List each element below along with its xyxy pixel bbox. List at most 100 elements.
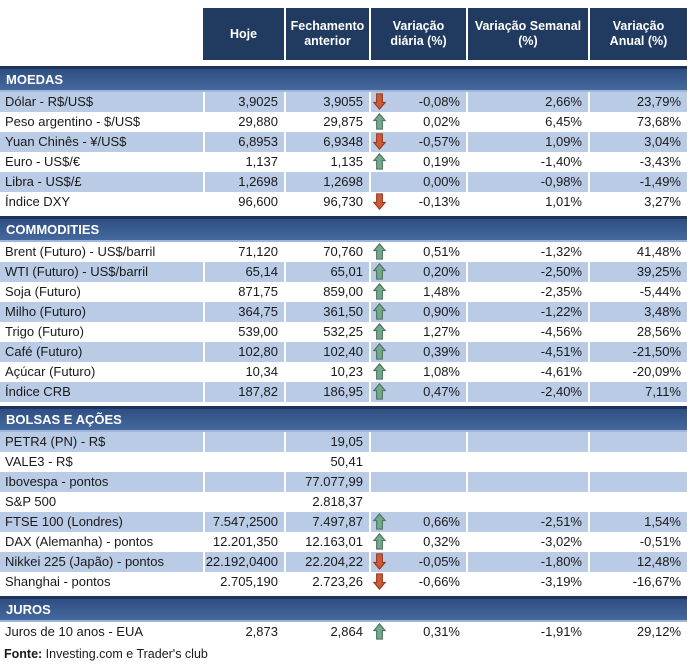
cell-fechamento-anterior: 102,40 — [284, 342, 369, 362]
table-row: Índice DXY 96,600 96,730 -0,13% 1,01% 3,27% — [0, 192, 687, 212]
cell-hoje: 539,00 — [203, 322, 284, 342]
row-label: PETR4 (PN) - R$ — [0, 432, 203, 452]
arrow-down-icon — [373, 193, 386, 210]
cell-hoje: 364,75 — [203, 302, 284, 322]
variacao-diaria-value: 0,19% — [423, 154, 460, 169]
cell-variacao-semanal — [466, 452, 588, 472]
arrow-up-icon — [373, 243, 386, 260]
cell-fechamento-anterior: 29,875 — [284, 112, 369, 132]
cell-variacao-diaria: 0,19% — [369, 152, 466, 172]
arrow-up-icon — [373, 283, 386, 300]
cell-fechamento-anterior: 859,00 — [284, 282, 369, 302]
cell-variacao-diaria: -0,05% — [369, 552, 466, 572]
cell-fechamento-anterior: 2.818,37 — [284, 492, 369, 512]
cell-variacao-semanal: -2,50% — [466, 262, 588, 282]
cell-variacao-anual: 3,48% — [588, 302, 687, 322]
cell-hoje: 22.192,0400 — [203, 552, 284, 572]
cell-variacao-anual: 23,79% — [588, 92, 687, 112]
cell-variacao-diaria: 1,48% — [369, 282, 466, 302]
row-label: Nikkei 225 (Japão) - pontos — [0, 552, 203, 572]
cell-fechamento-anterior: 7.497,87 — [284, 512, 369, 532]
row-label: Brent (Futuro) - US$/barril — [5, 244, 156, 259]
arrow-up-icon — [373, 533, 386, 550]
cell-variacao-semanal: -1,32% — [466, 242, 588, 262]
cell-variacao-anual: -16,67% — [588, 572, 687, 592]
table-row: Yuan Chinês - ¥/US$ 6,8953 6,9348 -0,57% 1,0… — [0, 132, 687, 152]
cell-hoje: 187,82 — [203, 382, 284, 402]
cell-hoje — [203, 472, 284, 492]
source-text: Investing.com e Trader's club — [42, 647, 208, 661]
cell-variacao-semanal: -3,19% — [466, 572, 588, 592]
table-row: Brent (Futuro) - US$/barril 71,120 70,760 0… — [0, 242, 687, 262]
row-label: Juros de 10 anos - EUA — [5, 624, 144, 639]
cell-variacao-semanal: -2,40% — [466, 382, 588, 402]
cell-variacao-anual — [588, 432, 687, 452]
section-header-bolsas-e-acoes: BOLSAS E AÇÕES — [0, 406, 687, 432]
variacao-diaria-value: 0,20% — [423, 264, 460, 279]
arrow-down-icon — [373, 133, 386, 150]
cell-variacao-semanal: -3,02% — [466, 532, 588, 552]
cell-variacao-semanal: -4,61% — [466, 362, 588, 382]
cell-hoje: 65,14 — [203, 262, 284, 282]
cell-variacao-anual: 28,56% — [588, 322, 687, 342]
cell-variacao-semanal — [466, 472, 588, 492]
cell-hoje — [203, 452, 284, 472]
table-row: Juros de 10 anos - EUA 2,873 2,864 0,31% -1,… — [0, 622, 687, 642]
cell-fechamento-anterior: 22.204,22 — [284, 552, 369, 572]
cell-fechamento-anterior: 50,41 — [284, 452, 369, 472]
row-label: Libra - US$/£ — [0, 172, 203, 192]
variacao-diaria-value: 0,00% — [423, 174, 460, 189]
cell-fechamento-anterior: 65,01 — [284, 262, 369, 282]
row-label: Yuan Chinês - ¥/US$ — [0, 132, 203, 152]
arrow-up-icon — [373, 623, 386, 640]
table-row: Milho (Futuro) 364,75 361,50 0,90% -1,22% 3,4… — [0, 302, 687, 322]
variacao-diaria-value: 0,51% — [423, 244, 460, 259]
cell-variacao-anual — [588, 492, 687, 512]
table-row: FTSE 100 (Londres) 7.547,2500 7.497,87 0,66… — [0, 512, 687, 532]
table-row: DAX (Alemanha) - pontos 12.201,350 12.163,… — [0, 532, 687, 552]
variacao-diaria-value: 0,02% — [423, 114, 460, 129]
row-label: Ibovespa - pontos — [0, 472, 203, 492]
cell-hoje: 2,873 — [203, 622, 284, 642]
cell-variacao-diaria: 0,90% — [369, 302, 466, 322]
row-label: Euro - US$/€ — [5, 154, 81, 169]
column-header: Hoje — [203, 8, 284, 60]
cell-fechamento-anterior: 77.077,99 — [284, 472, 369, 492]
row-label: Dólar - R$/US$ — [0, 92, 203, 112]
cell-variacao-semanal: -4,51% — [466, 342, 588, 362]
source-note: Fonte: Investing.com e Trader's club — [0, 647, 687, 661]
cell-variacao-diaria: 0,31% — [369, 622, 466, 642]
cell-hoje: 1,2698 — [203, 172, 284, 192]
row-label: Shanghai - pontos — [5, 574, 111, 589]
cell-variacao-anual: 39,25% — [588, 262, 687, 282]
cell-fechamento-anterior: 361,50 — [284, 302, 369, 322]
cell-variacao-diaria: -0,57% — [369, 132, 466, 152]
table-row: Índice CRB 187,82 186,95 0,47% -2,40% 7,11% — [0, 382, 687, 402]
cell-fechamento-anterior: 70,760 — [284, 242, 369, 262]
row-label: WTI (Futuro) - US$/barril — [0, 262, 203, 282]
table-row: VALE3 - R$ 50,41 — [0, 452, 687, 472]
cell-variacao-anual — [588, 452, 687, 472]
table-row: Shanghai - pontos 2.705,190 2.723,26 -0,66%… — [0, 572, 687, 592]
cell-variacao-semanal: -1,40% — [466, 152, 588, 172]
table-row: Euro - US$/€ 1,137 1,135 0,19% -1,40% -3,43% — [0, 152, 687, 172]
arrow-up-icon — [373, 343, 386, 360]
cell-variacao-diaria — [369, 452, 466, 472]
cell-variacao-diaria: -0,66% — [369, 572, 466, 592]
row-label: Índice CRB — [0, 382, 203, 402]
cell-fechamento-anterior: 3,9055 — [284, 92, 369, 112]
cell-variacao-anual: 41,48% — [588, 242, 687, 262]
cell-variacao-semanal — [466, 492, 588, 512]
variacao-diaria-value: 0,90% — [423, 304, 460, 319]
cell-variacao-semanal: 1,01% — [466, 192, 588, 212]
arrow-up-icon — [373, 383, 386, 400]
cell-hoje — [203, 492, 284, 512]
section-header-moedas: MOEDAS — [0, 66, 687, 92]
cell-variacao-diaria: 0,39% — [369, 342, 466, 362]
row-label: Trigo (Futuro) — [5, 324, 84, 339]
table-row: Soja (Futuro) 871,75 859,00 1,48% -2,35% -5,4… — [0, 282, 687, 302]
column-header: Variação Anual (%) — [588, 8, 687, 60]
table-row: Dólar - R$/US$ 3,9025 3,9055 -0,08% 2,66% 23,… — [0, 92, 687, 112]
cell-hoje: 10,34 — [203, 362, 284, 382]
cell-hoje: 871,75 — [203, 282, 284, 302]
